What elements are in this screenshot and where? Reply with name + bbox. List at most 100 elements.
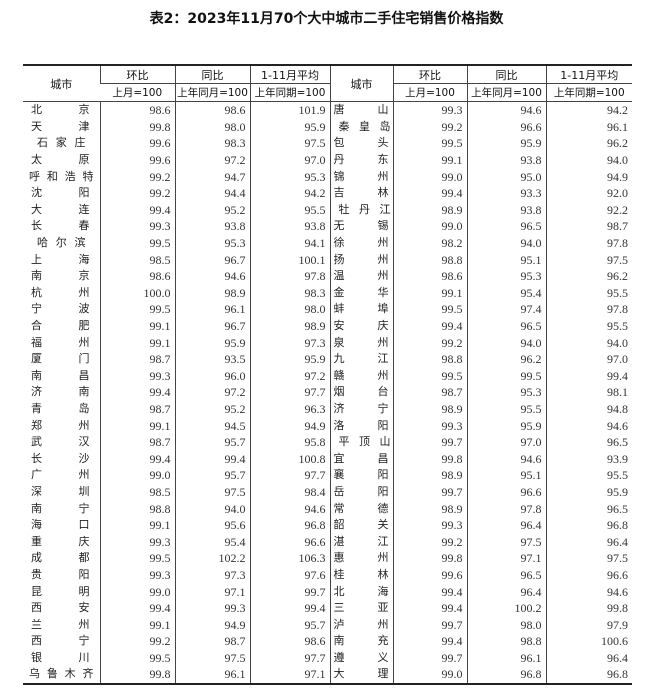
- mom-value: 99.3: [99, 218, 175, 235]
- avg-value: 95.9: [249, 118, 330, 136]
- city-name: 蚌埠: [333, 302, 389, 316]
- city-cell: 厦门: [23, 351, 100, 368]
- yoy-value: 95.3: [466, 267, 546, 285]
- city-cell: 呼和浩特: [23, 168, 100, 185]
- avg-value: 95.9: [545, 483, 632, 501]
- city-name: 长春: [31, 219, 90, 233]
- table-row: 北京 98.6 98.6 101.9 唐山 99.3 94.6 94.2: [23, 101, 632, 119]
- avg-value: 100.8: [249, 450, 330, 468]
- city-cell: 九江: [329, 350, 393, 368]
- city-cell: 金华: [329, 284, 393, 302]
- avg-value: 95.3: [249, 168, 330, 185]
- yoy-value: 99.5: [466, 367, 546, 385]
- city-cell: 合肥: [23, 318, 100, 335]
- city-cell: 重庆: [23, 533, 100, 550]
- city-name: 桂林: [333, 567, 389, 581]
- city-name: 北京: [31, 103, 90, 117]
- city-name: 秦皇岛: [338, 119, 391, 133]
- city-cell: 南宁: [23, 500, 100, 517]
- avg-value: 98.1: [545, 384, 632, 401]
- city-cell: 天津: [23, 119, 100, 136]
- city-cell: 济南: [23, 384, 100, 401]
- avg-value: 96.6: [249, 533, 330, 551]
- city-cell: 扬州: [329, 251, 393, 268]
- city-cell: 北海: [329, 583, 393, 600]
- yoy-value: 96.7: [174, 251, 250, 268]
- yoy-value: 95.4: [466, 284, 546, 302]
- city-name: 九江: [333, 352, 389, 366]
- avg-value: 106.3: [249, 550, 330, 567]
- city-name: 南充: [333, 634, 389, 648]
- mom-value: 99.5: [392, 301, 467, 318]
- yoy-value: 100.2: [466, 599, 546, 617]
- yoy-value: 98.0: [466, 616, 546, 633]
- city-cell: 吉林: [329, 184, 393, 202]
- mom-value: 99.1: [99, 334, 175, 351]
- table-row: 上海 98.5 96.7 100.1 扬州 98.8 95.1 97.5: [23, 251, 632, 268]
- city-name: 泉州: [333, 335, 389, 349]
- yoy-value: 94.5: [174, 417, 250, 434]
- yoy-value: 94.7: [174, 168, 250, 185]
- mom-value: 99.1: [392, 151, 467, 169]
- avg-value: 92.0: [545, 184, 632, 202]
- city-cell: 洛阳: [329, 417, 393, 434]
- city-name: 宁波: [31, 302, 90, 316]
- city-cell: 西安: [23, 600, 100, 617]
- city-name: 深圳: [31, 484, 90, 498]
- city-name: 长沙: [31, 451, 90, 465]
- yoy-value: 93.8: [174, 218, 250, 235]
- avg-value: 97.5: [545, 251, 632, 268]
- avg-value: 97.5: [249, 135, 330, 152]
- city-name: 昆明: [31, 584, 90, 598]
- yoy-value: 98.7: [174, 633, 250, 650]
- city-cell: 广州: [23, 467, 100, 484]
- table-row: 西宁 99.2 98.7 98.6 南充 99.4 98.8 100.6: [23, 633, 632, 650]
- city-name: 大连: [31, 202, 90, 216]
- avg-value: 96.8: [545, 516, 632, 534]
- mom-value: 99.7: [392, 483, 467, 501]
- mom-value: 99.3: [99, 533, 175, 551]
- yoy-value: 96.6: [466, 118, 546, 136]
- table-row: 长春 99.3 93.8 93.8 无锡 99.0 96.5 98.7: [23, 218, 632, 235]
- city-name: 包头: [333, 136, 389, 150]
- city-name: 兰州: [31, 617, 90, 631]
- avg-value: 97.1: [249, 666, 330, 685]
- avg-value: 97.7: [249, 384, 330, 401]
- city-cell: 大理: [329, 666, 393, 685]
- city-cell: 无锡: [329, 218, 393, 235]
- table-row: 大连 99.4 95.2 95.5 牡丹江 98.9 93.8 92.2: [23, 201, 632, 219]
- yoy-value: 95.9: [466, 417, 546, 434]
- mom-value: 99.4: [392, 633, 467, 650]
- mom-value: 99.2: [392, 118, 467, 136]
- city-name: 沈阳: [31, 186, 90, 200]
- yoy-value: 93.3: [466, 184, 546, 202]
- city-name: 锦州: [333, 169, 389, 183]
- table-row: 昆明 99.0 97.1 99.7 北海 99.4 96.4 94.6: [23, 583, 632, 600]
- city-cell: 郑州: [23, 417, 100, 434]
- avg-value: 96.1: [545, 118, 632, 136]
- yoy-value: 96.6: [466, 483, 546, 501]
- table-row: 青岛 98.7 95.2 96.3 济宁 98.9 95.5 94.8: [23, 400, 632, 418]
- table-row: 济南 99.4 97.2 97.7 烟台 98.7 95.3 98.1: [23, 384, 632, 401]
- city-name: 常德: [333, 501, 389, 515]
- table-row: 银川 99.5 97.5 97.7 遵义 99.7 96.1 96.4: [23, 649, 632, 667]
- mom-value: 99.0: [392, 218, 467, 235]
- mom-value: 99.1: [99, 516, 175, 534]
- avg-value: 95.8: [249, 433, 330, 451]
- yoy-value: 97.8: [466, 500, 546, 517]
- avg-value: 96.2: [545, 267, 632, 285]
- city-name: 南宁: [31, 501, 90, 515]
- avg-value: 94.6: [545, 417, 632, 434]
- city-cell: 泉州: [329, 334, 393, 351]
- yoy-value: 94.4: [174, 184, 250, 202]
- avg-value: 97.7: [249, 649, 330, 667]
- yoy-value: 93.5: [174, 350, 250, 368]
- yoy-value: 93.8: [466, 201, 546, 219]
- header-mom-base: 上月=100: [100, 83, 175, 102]
- city-name: 乌鲁木齐: [29, 667, 94, 681]
- city-cell: 丹东: [329, 151, 393, 169]
- avg-value: 99.4: [545, 367, 632, 385]
- avg-value: 94.0: [545, 334, 632, 351]
- mom-value: 99.1: [99, 616, 175, 633]
- city-name: 金华: [333, 285, 389, 299]
